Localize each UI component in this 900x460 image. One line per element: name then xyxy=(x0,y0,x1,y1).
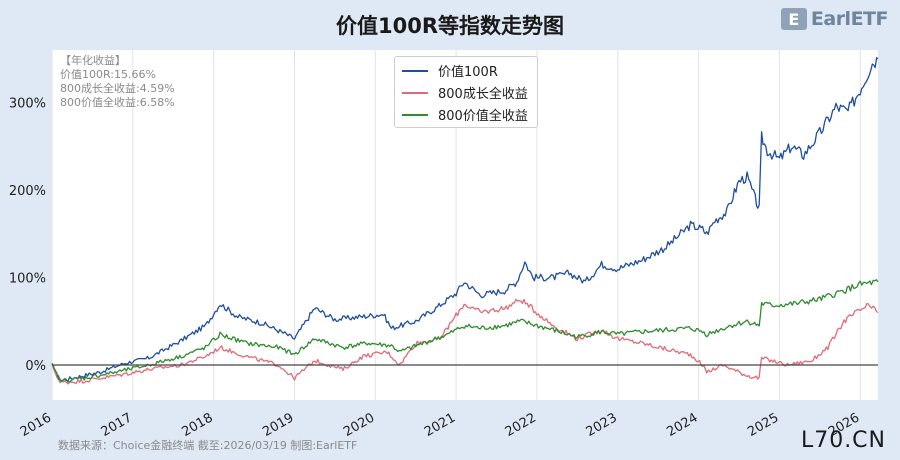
series-line xyxy=(51,298,879,385)
y-tick-label: 0% xyxy=(25,359,46,374)
annualized-returns: 【年化收益】 价值100R:15.66% 800成长全收益:4.59% 800价… xyxy=(60,54,175,110)
annualized-heading: 【年化收益】 xyxy=(60,54,126,67)
grid xyxy=(51,50,861,400)
x-tick-label: 2023 xyxy=(584,410,620,440)
logo-text: EarlETF xyxy=(810,8,889,30)
series-layer xyxy=(51,57,879,385)
x-tick-label: 2020 xyxy=(341,410,377,440)
legend-label: 800成长全收益 xyxy=(438,87,528,102)
chart-title: 价值100R等指数走势图 xyxy=(335,14,564,38)
legend-item: 800成长全收益 xyxy=(395,82,537,103)
y-tick-label: 300% xyxy=(9,97,46,112)
legend-item: 800价值全收益 xyxy=(395,104,537,125)
legend: 价值100R 800成长全收益 800价值全收益 xyxy=(394,56,538,128)
x-tick-label: 2022 xyxy=(503,410,539,440)
legend-swatch xyxy=(402,69,428,72)
axes: 2016 2017 2018 2019 2020 2021 2022 2023 2024 2025… xyxy=(9,97,878,440)
logo: E EarlETF xyxy=(780,8,889,30)
x-tick-label: 2025 xyxy=(745,410,781,440)
legend-swatch xyxy=(402,113,428,116)
series-line xyxy=(51,279,879,383)
x-tick-label: 2018 xyxy=(179,410,215,440)
x-tick-label: 2016 xyxy=(18,410,54,440)
watermark: L70.CN xyxy=(800,428,886,453)
annualized-line: 800价值全收益:6.58% xyxy=(60,96,175,109)
annualized-line: 800成长全收益:4.59% xyxy=(60,82,175,95)
legend-label: 800价值全收益 xyxy=(438,109,528,124)
x-tick-label: 2019 xyxy=(260,410,296,440)
series-line xyxy=(51,57,879,383)
legend-label: 价值100R xyxy=(438,65,498,80)
y-tick-label: 200% xyxy=(9,184,46,199)
x-tick-label: 2017 xyxy=(99,410,135,440)
legend-swatch xyxy=(402,91,428,94)
annualized-line: 价值100R:15.66% xyxy=(60,68,156,81)
x-tick-label: 2024 xyxy=(664,410,700,440)
legend-item: 价值100R xyxy=(395,60,537,81)
logo-icon: E xyxy=(780,8,807,30)
x-tick-label: 2021 xyxy=(422,410,458,440)
source-note: 数据来源：Choice金融终端 截至:2026/03/19 制图:EarlETF xyxy=(58,439,358,452)
y-tick-label: 100% xyxy=(9,272,46,287)
